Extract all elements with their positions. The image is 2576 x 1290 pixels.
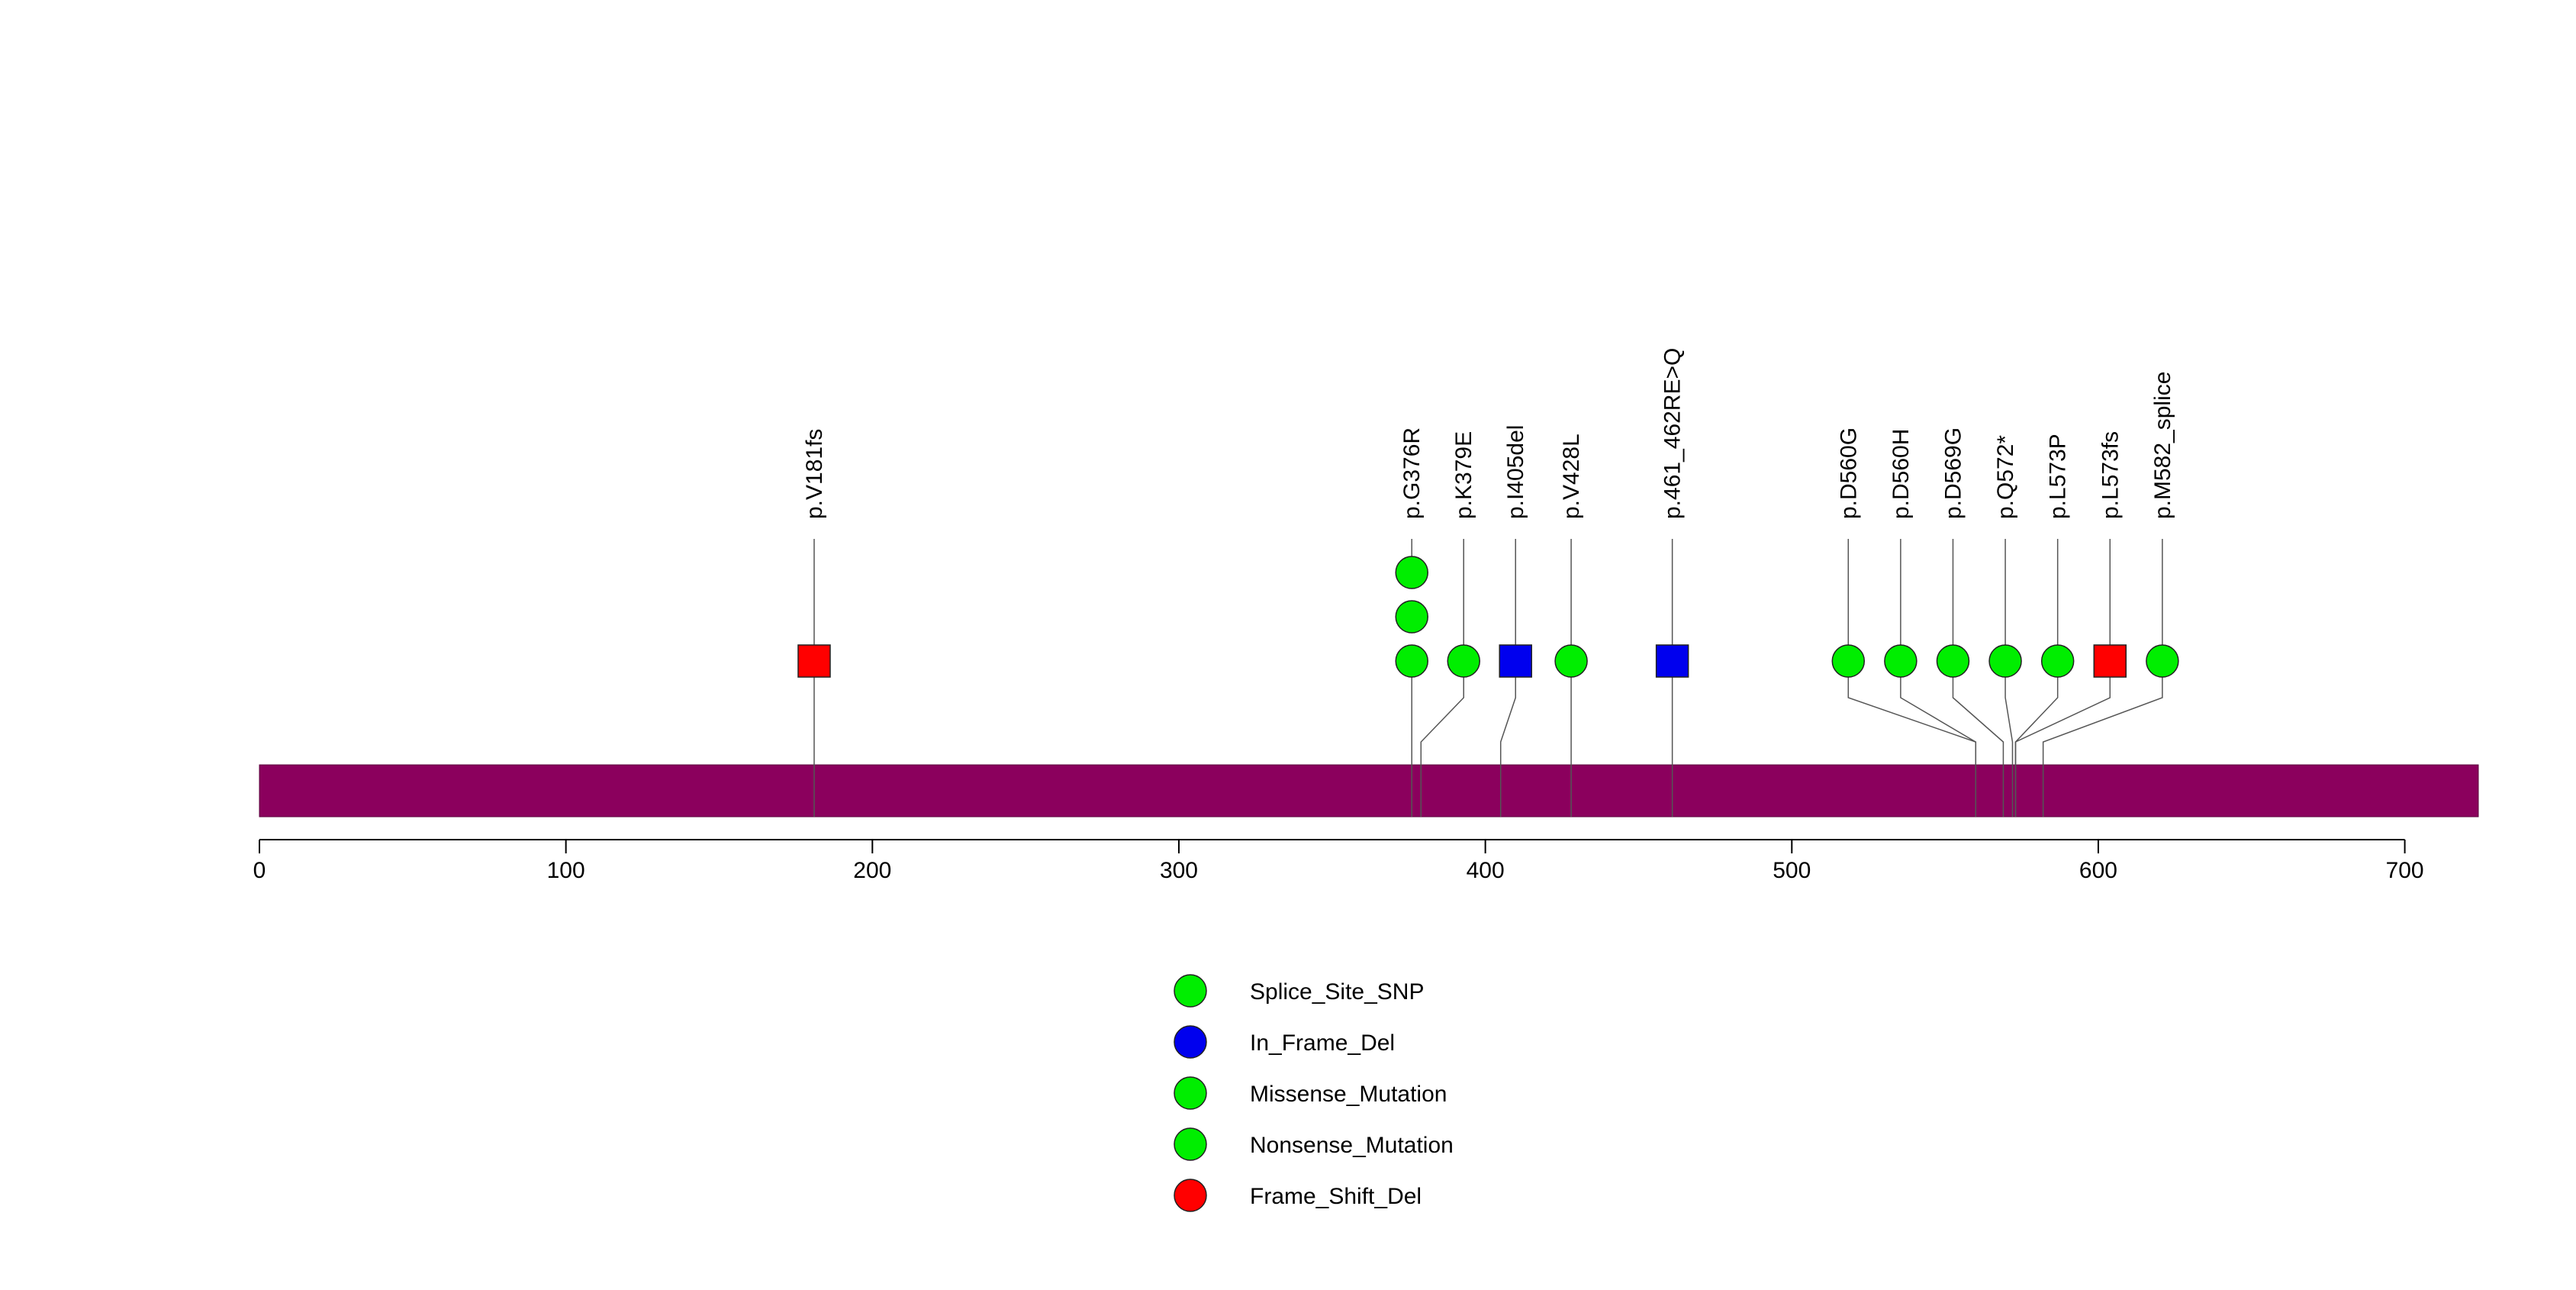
connector-line <box>2014 661 2111 817</box>
legend-swatch <box>1174 1076 1207 1110</box>
mutation-label: p.V181fs <box>802 429 827 519</box>
legend-label: In_Frame_Del <box>1250 1030 1395 1056</box>
circle-marker <box>1988 644 2022 678</box>
connector-line <box>2042 661 2163 817</box>
legend-label: Nonsense_Mutation <box>1250 1133 1454 1158</box>
x-tick-label: 100 <box>547 858 585 883</box>
square-marker <box>797 644 831 678</box>
connector-lines <box>813 539 2163 817</box>
mutation-label: p.M582_splice <box>2150 372 2175 519</box>
connector-line <box>2004 661 2014 817</box>
circle-marker <box>1884 644 1918 678</box>
mutation-label: p.K379E <box>1451 431 1476 519</box>
connector-line <box>1900 661 1977 817</box>
mutation-label: p.D560G <box>1836 427 1861 519</box>
x-tick-label: 700 <box>2386 858 2424 883</box>
circle-marker <box>1831 644 1866 678</box>
legend-swatch <box>1174 974 1207 1008</box>
legend-swatch <box>1174 1025 1207 1059</box>
mutation-markers <box>797 556 2179 678</box>
circle-marker <box>1395 600 1428 634</box>
x-tick-label: 600 <box>2079 858 2117 883</box>
connector-line <box>1499 661 1516 817</box>
connector-line <box>1420 661 1464 817</box>
legend-label: Missense_Mutation <box>1250 1082 1447 1107</box>
x-tick-label: 0 <box>253 858 266 883</box>
circle-marker <box>1395 644 1428 678</box>
legend: Splice_Site_SNP In_Frame_Del Missense_Muta… <box>1174 974 1454 1212</box>
circle-marker <box>1395 556 1428 589</box>
connector-line <box>1952 661 2004 817</box>
mutation-label: p.D569G <box>1940 427 1966 519</box>
circle-marker <box>2040 644 2075 678</box>
mutation-label: p.I405del <box>1503 425 1528 519</box>
x-tick-label: 200 <box>853 858 891 883</box>
circle-marker <box>1936 644 1970 678</box>
x-axis: 0 100 200 300 400 500 600 700 <box>253 839 2424 883</box>
square-marker <box>1499 644 1532 678</box>
square-marker <box>1655 644 1689 678</box>
x-tick-label: 300 <box>1160 858 1198 883</box>
mutation-label: p.D560H <box>1889 429 1914 519</box>
legend-label: Splice_Site_SNP <box>1250 979 1424 1005</box>
mutation-label: p.L573fs <box>2098 431 2123 519</box>
circle-marker <box>1447 644 1480 678</box>
circle-marker <box>1554 644 1588 678</box>
protein-bar <box>259 764 2479 818</box>
mutation-label: p.V428L <box>1559 434 1584 519</box>
x-tick-label: 500 <box>1773 858 1811 883</box>
square-marker <box>2093 644 2127 678</box>
legend-swatch <box>1174 1179 1207 1212</box>
mutation-label: p.Q572* <box>1993 435 2018 519</box>
circle-marker <box>2146 644 2179 678</box>
x-tick-label: 400 <box>1467 858 1505 883</box>
mutation-labels: p.V181fs p.G376R p.K379E p.I405del p.V428L p.… <box>802 348 2175 519</box>
legend-swatch <box>1174 1127 1207 1161</box>
mutation-label: p.461_462RE>Q <box>1660 348 1686 519</box>
mutation-label: p.G376R <box>1399 427 1425 519</box>
mutation-label: p.L573P <box>2046 434 2071 519</box>
legend-label: Frame_Shift_Del <box>1250 1184 1422 1209</box>
